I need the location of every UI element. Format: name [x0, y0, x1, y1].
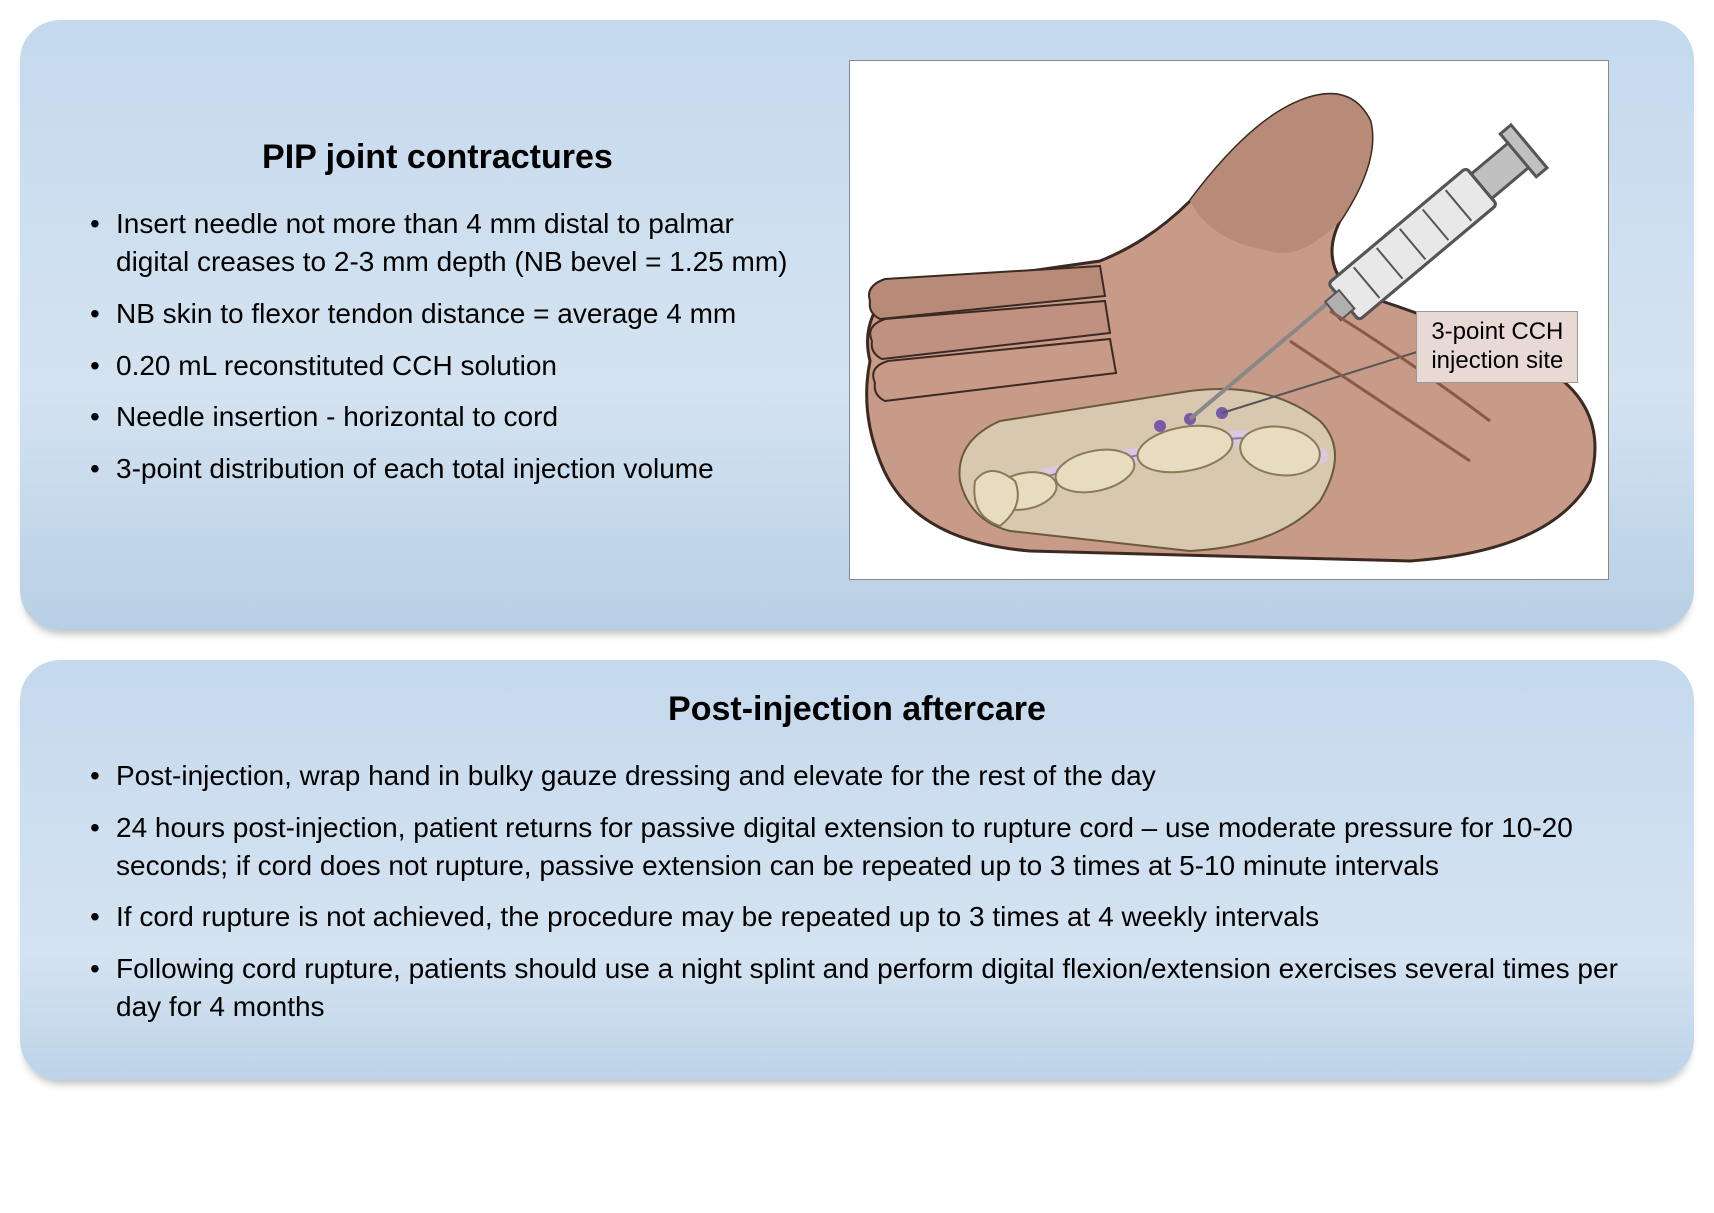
injection-site-callout: 3-point CCH injection site: [1416, 311, 1578, 383]
pip-bullet: 3-point distribution of each total injec…: [80, 450, 795, 488]
pip-text-column: PIP joint contractures Insert needle not…: [80, 138, 795, 502]
pip-bullet: NB skin to flexor tendon distance = aver…: [80, 295, 795, 333]
pip-bullet-list: Insert needle not more than 4 mm distal …: [80, 205, 795, 488]
pip-bullet: Insert needle not more than 4 mm distal …: [80, 205, 795, 281]
pip-bullet: 0.20 mL reconstituted CCH solution: [80, 347, 795, 385]
aftercare-bullet-list: Post-injection, wrap hand in bulky gauze…: [80, 757, 1634, 1026]
pip-contractures-panel: PIP joint contractures Insert needle not…: [20, 20, 1694, 630]
aftercare-panel: Post-injection aftercare Post-injection,…: [20, 660, 1694, 1080]
aftercare-bullet: Following cord rupture, patients should …: [80, 950, 1634, 1026]
callout-line1: 3-point CCH injection site: [1431, 318, 1563, 374]
aftercare-bullet: If cord rupture is not achieved, the pro…: [80, 898, 1634, 936]
pip-bullet: Needle insertion - horizontal to cord: [80, 398, 795, 436]
hand-injection-illustration: 3-point CCH injection site: [849, 60, 1609, 580]
aftercare-bullet: Post-injection, wrap hand in bulky gauze…: [80, 757, 1634, 795]
pip-image-column: 3-point CCH injection site: [825, 60, 1634, 580]
aftercare-title: Post-injection aftercare: [80, 690, 1634, 729]
aftercare-bullet: 24 hours post-injection, patient returns…: [80, 809, 1634, 885]
pip-title: PIP joint contractures: [120, 138, 755, 177]
